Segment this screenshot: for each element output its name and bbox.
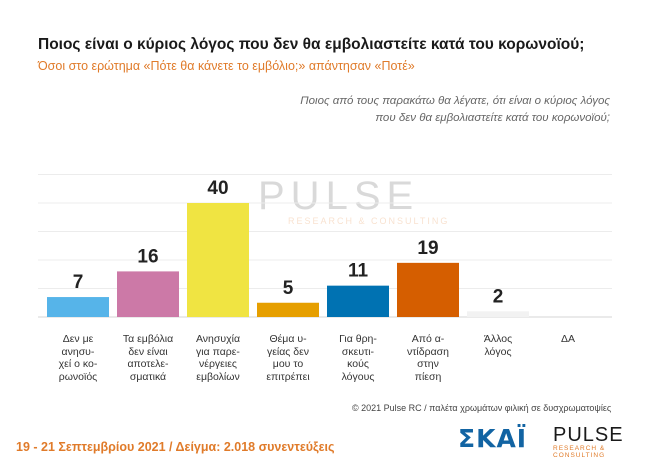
pulse-watermark: PULSE RESEARCH & CONSULTING <box>258 176 449 226</box>
survey-dates-footer: 19 - 21 Σεπτεμβρίου 2021 / Δείγμα: 2.018… <box>16 440 335 454</box>
bar-7 <box>467 311 529 317</box>
category-label-line: Για θρη- <box>339 333 377 345</box>
bar-3 <box>187 203 249 317</box>
category-label-8: ΔΑ <box>535 333 601 346</box>
pulse-logo: PULSE RESEARCH & CONSULTING <box>553 425 650 459</box>
category-label-line: Άλλος <box>483 333 513 345</box>
copyright-text: © 2021 Pulse RC / παλέτα χρωμάτων φιλική… <box>352 403 612 413</box>
value-label-3: 40 <box>207 178 228 199</box>
category-label-6: Από α-ντίδραση στην πίεση <box>395 333 461 383</box>
category-label-line: στην <box>417 358 439 370</box>
category-label-line: λόγους <box>341 370 375 383</box>
category-label-2: Τα εμβόλια δεν είναι αποτελε-σματικά <box>115 333 181 383</box>
category-label-7: Άλλος λόγος <box>465 333 531 358</box>
category-label-line: Δεν με <box>62 333 94 345</box>
category-label-line: επιτρέπει <box>266 370 310 383</box>
category-label-line: πίεση <box>414 370 442 383</box>
value-label-6: 19 <box>417 238 438 259</box>
category-label-line: γείας δεν <box>266 345 310 358</box>
watermark-text: PULSE <box>258 174 420 218</box>
pulse-logo-subtext: RESEARCH & CONSULTING <box>553 445 606 459</box>
bar-5 <box>327 285 389 317</box>
category-label-line: εμβολίων <box>196 370 240 383</box>
category-label-line: αποτελε- <box>127 358 169 370</box>
value-label-2: 16 <box>137 246 158 267</box>
question-line-1: Ποιος από τους παρακάτω θα λέγατε, ότι ε… <box>300 95 610 107</box>
category-label-line: νέργειες <box>199 358 237 370</box>
category-label-1: Δεν με ανησυ-χεί ο κο-ρωνοϊός <box>45 333 111 383</box>
question-line-2: που δεν θα εμβολιαστείτε κατά του κορωνο… <box>375 112 610 124</box>
value-label-4: 5 <box>283 278 294 299</box>
category-label-line: Θέμα υ- <box>269 333 307 345</box>
bar-6 <box>397 262 459 317</box>
category-label-line: δεν είναι <box>128 345 168 358</box>
category-label-line: Ανησυχία <box>195 333 241 345</box>
bar-4 <box>257 302 319 317</box>
category-label-line: χεί ο κο- <box>58 358 98 370</box>
category-label-line: κούς <box>347 358 369 370</box>
category-label-line: σματικά <box>129 370 167 383</box>
category-label-3: Ανησυχία για παρε-νέργειες εμβολίων <box>185 333 251 383</box>
category-label-line: λόγος <box>484 345 512 358</box>
value-label-1: 7 <box>73 272 84 293</box>
bar-2 <box>117 271 179 317</box>
category-label-line: ΔΑ <box>560 333 576 345</box>
category-label-line: σκευτι- <box>341 345 375 358</box>
category-label-line: για παρε- <box>196 345 240 358</box>
chart-title: Ποιος είναι ο κύριος λόγος που δεν θα εμ… <box>38 36 585 53</box>
watermark-subtext: RESEARCH & CONSULTING <box>288 216 450 226</box>
category-label-line: μου το <box>272 358 304 370</box>
category-label-4: Θέμα υ-γείας δεν μου το επιτρέπει <box>255 333 321 383</box>
category-label-line: ρωνοϊός <box>58 370 98 383</box>
category-label-line: ανησυ- <box>61 345 95 358</box>
value-label-7: 2 <box>493 286 504 307</box>
category-label-line: ντίδραση <box>407 345 449 358</box>
pulse-logo-text: PULSE <box>553 424 624 446</box>
question-text: Ποιος από τους παρακάτω θα λέγατε, ότι ε… <box>230 93 610 127</box>
category-label-5: Για θρη-σκευτι-κούς λόγους <box>325 333 391 383</box>
bar-1 <box>47 297 109 317</box>
category-label-line: Από α- <box>411 333 445 345</box>
category-label-line: Τα εμβόλια <box>122 333 174 345</box>
value-label-5: 11 <box>348 261 369 282</box>
chart-subtitle: Όσοι στο ερώτημα «Πότε θα κάνετε το εμβό… <box>38 59 415 73</box>
skai-logo: ΣΚΑΪ <box>458 424 528 453</box>
